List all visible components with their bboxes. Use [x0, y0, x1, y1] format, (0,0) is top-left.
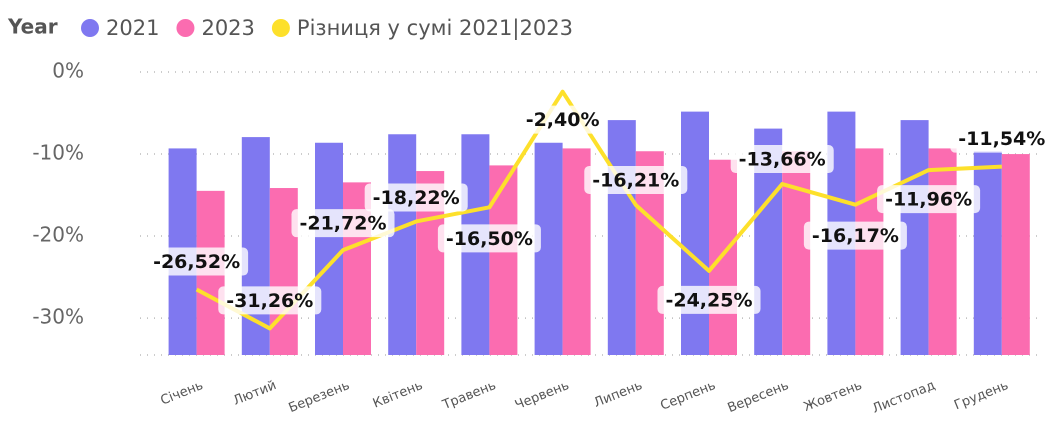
data-label-bg: [145, 247, 249, 276]
y-tick-label: 0%: [52, 59, 84, 83]
bar: [241, 137, 270, 355]
bar: [973, 151, 1002, 355]
data-label: -18,22%: [373, 187, 460, 209]
bar: [782, 151, 811, 355]
legend-label: Різниця у сумі 2021|2023: [297, 16, 573, 41]
legend-title: Year: [7, 15, 58, 39]
data-label-bg: [517, 105, 608, 134]
x-tick-label: Жовтень: [802, 378, 865, 415]
x-tick-label: Червень: [513, 378, 571, 413]
bar: [489, 165, 518, 355]
x-tick-label: Серпень: [658, 378, 717, 414]
data-label: -11,54%: [958, 128, 1045, 150]
x-tick-label: Грудень: [952, 378, 1010, 413]
data-label-bg: [218, 286, 322, 315]
y-tick-label: -10%: [32, 141, 84, 165]
legend-label: 2021: [106, 16, 159, 40]
x-tick-label: Березень: [287, 378, 352, 416]
bar: [928, 148, 957, 355]
x-tick-label: Вересень: [726, 378, 791, 416]
data-label: -21,72%: [299, 213, 386, 235]
data-label: -26,52%: [153, 251, 240, 273]
data-label: -24,25%: [665, 289, 752, 311]
data-label: -13,66%: [739, 149, 826, 171]
bar: [681, 111, 709, 356]
line: [195, 89, 1002, 331]
bar: [855, 148, 884, 355]
y-tick-label: -30%: [32, 305, 84, 329]
data-label-bg: [584, 165, 688, 194]
y-tick-label: -20%: [32, 223, 84, 247]
data-label-bg: [730, 145, 834, 174]
x-tick-label: Квітень: [371, 378, 425, 411]
bar: [1001, 154, 1030, 355]
data-label-bg: [657, 285, 761, 314]
x-tick-label: Липень: [592, 378, 645, 411]
legend-swatch: [176, 19, 195, 37]
data-label-bg: [877, 185, 981, 214]
bar: [315, 142, 343, 355]
bar: [607, 120, 636, 355]
data-label: -11,96%: [885, 189, 972, 211]
data-label-bg: [950, 124, 1049, 153]
data-label: -31,26%: [226, 290, 313, 312]
legend-label: 2023: [201, 16, 254, 40]
data-labels: -26,52% -31,26% -21,72% -18,22% -16,50% -2,40…: [145, 105, 1049, 315]
bar: [388, 134, 417, 355]
data-label: -2,40%: [526, 109, 600, 131]
data-label-bg: [803, 221, 907, 250]
x-tick-label: Січень: [159, 378, 206, 409]
data-label: -16,17%: [812, 225, 899, 247]
legend-swatch: [271, 19, 290, 37]
data-label-bg: [437, 224, 541, 253]
data-label-bg: [291, 209, 395, 238]
data-label-bg: [364, 183, 468, 212]
data-label: -16,50%: [446, 228, 533, 250]
data-label: -16,21%: [592, 169, 679, 191]
x-tick-label: Лютий: [231, 378, 279, 409]
x-tick-label: Листопад: [870, 378, 937, 417]
legend-swatch: [81, 19, 99, 37]
x-tick-label: Травень: [440, 378, 498, 413]
